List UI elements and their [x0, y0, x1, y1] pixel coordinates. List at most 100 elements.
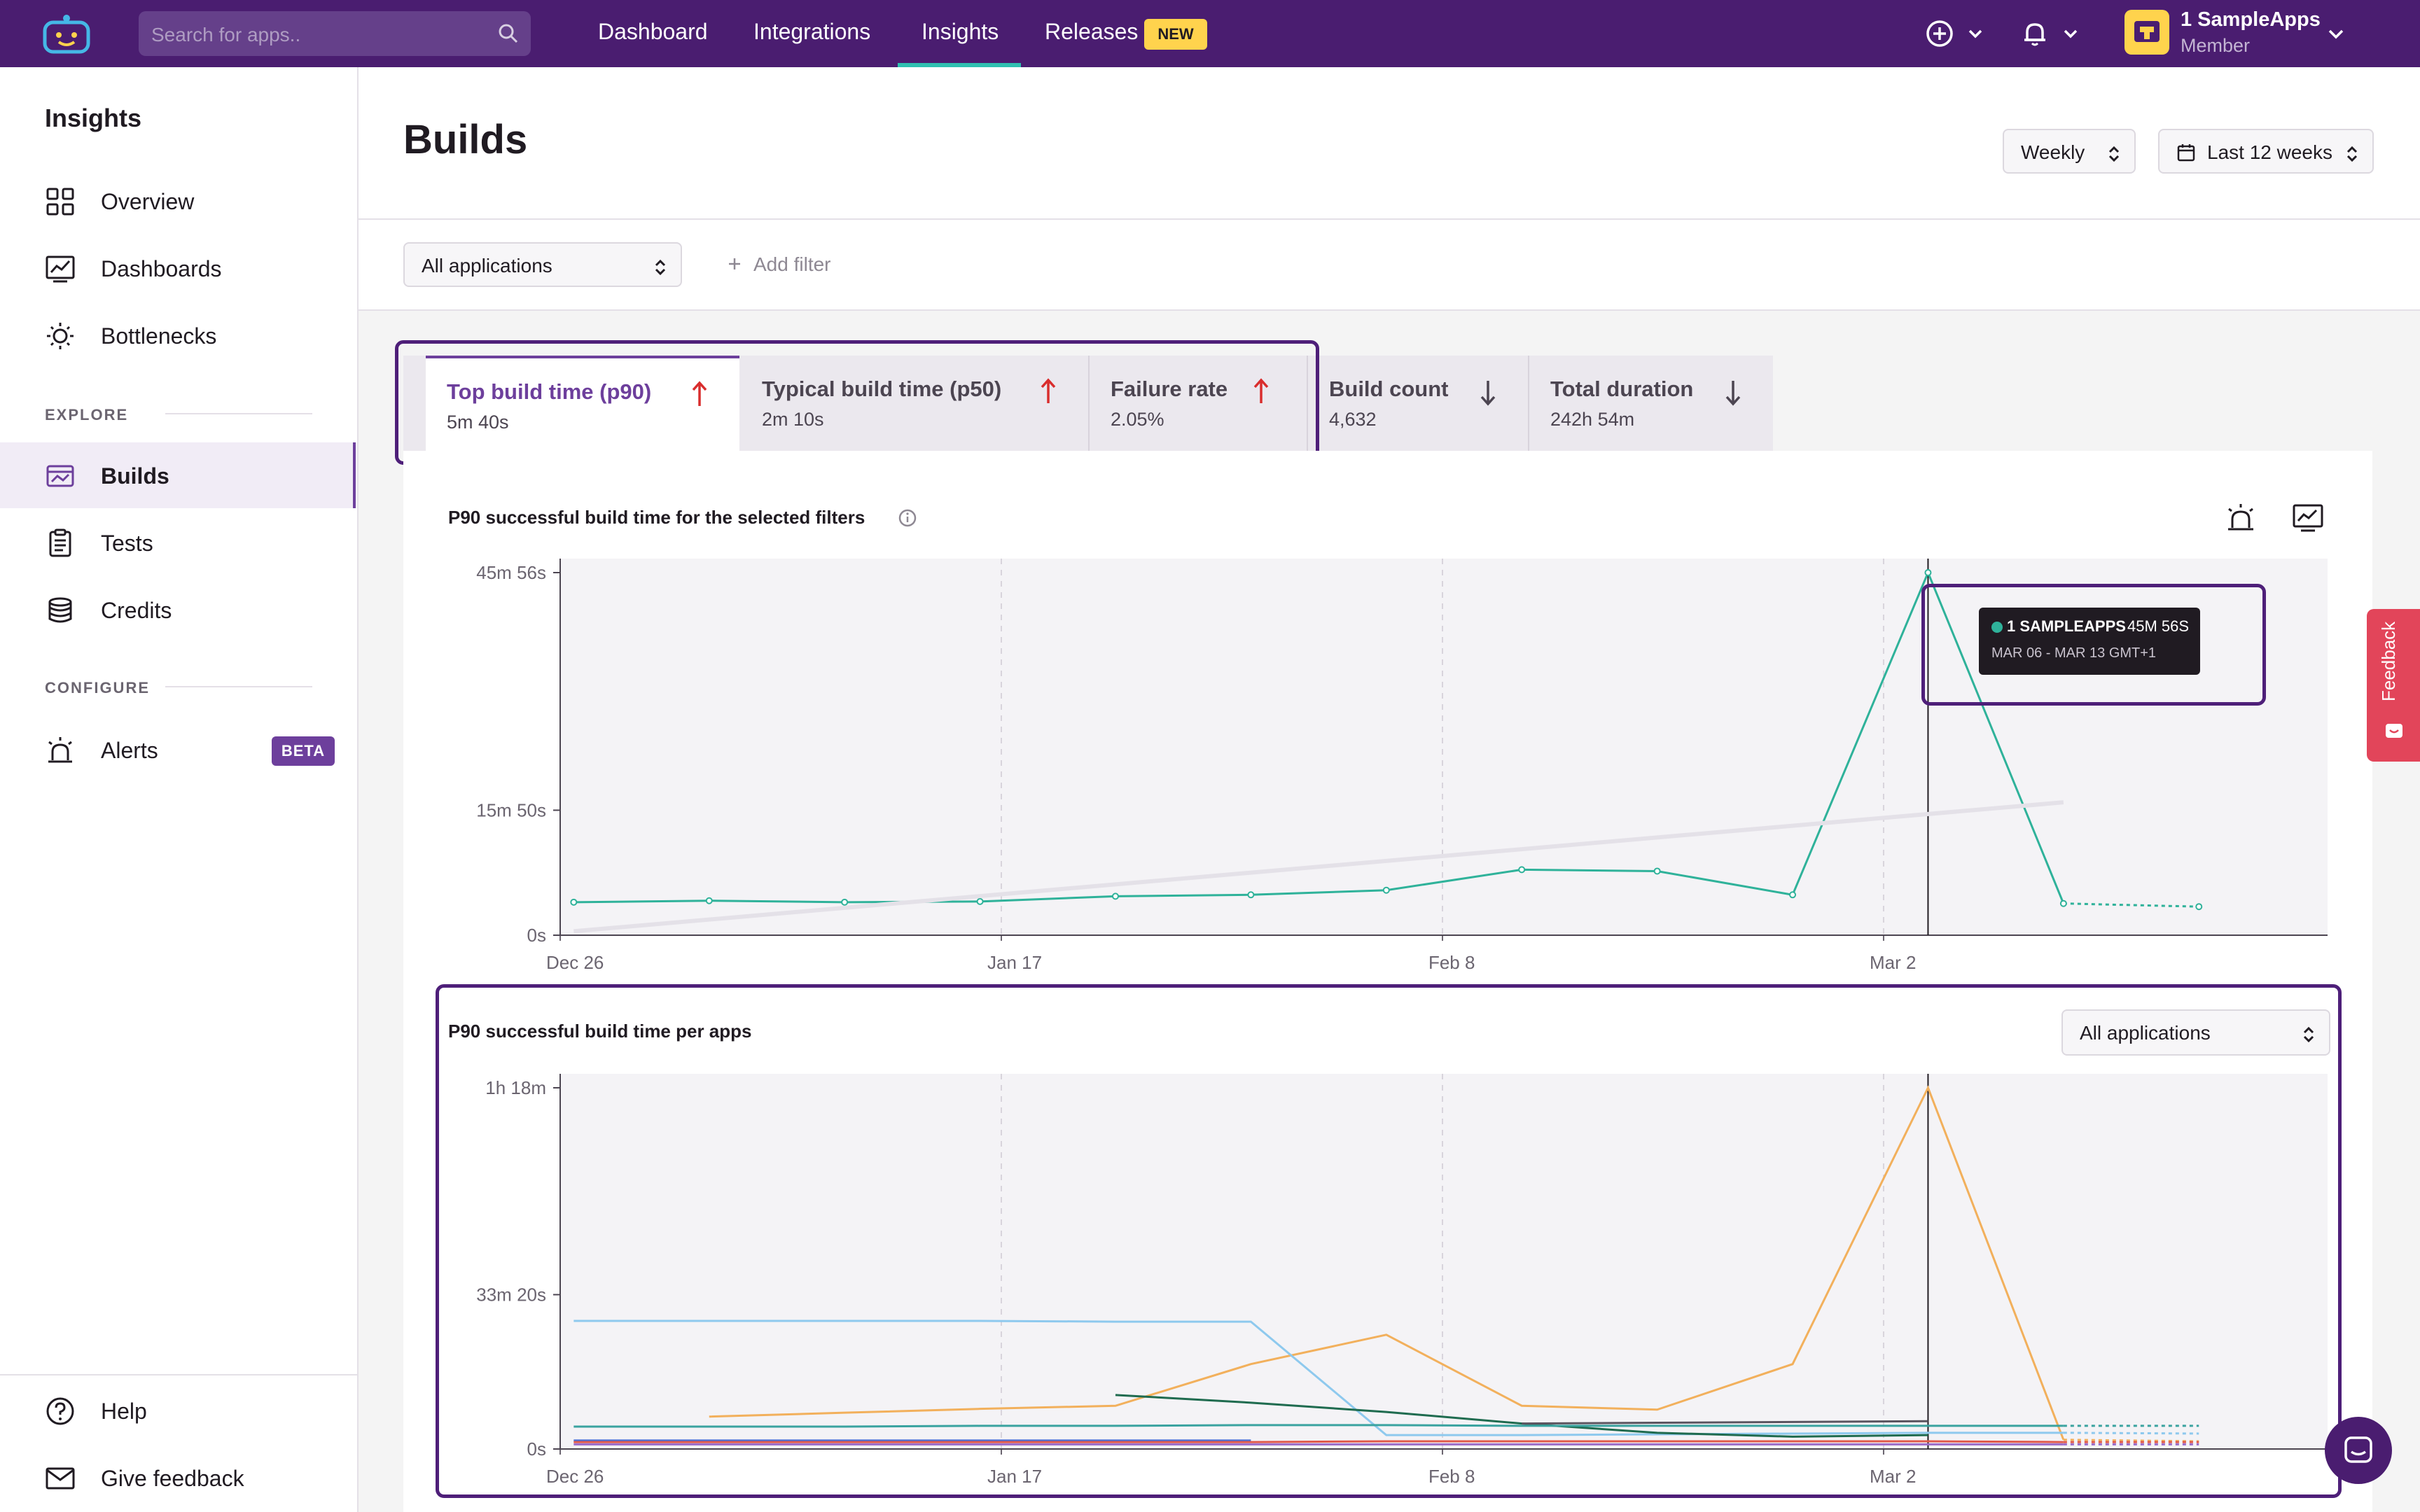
alert-siren-icon[interactable] [2224, 501, 2258, 535]
sidebar-item-overview[interactable]: Overview [0, 168, 356, 234]
data-point [2059, 899, 2067, 907]
beta-badge: BETA [272, 736, 335, 766]
series-line [573, 1320, 2064, 1436]
sidebar-item-help[interactable]: Help [0, 1378, 356, 1443]
calendar-icon [2177, 144, 2195, 162]
section-label-explore: EXPLORE [45, 406, 129, 424]
sidebar-item-tests[interactable]: Tests [0, 510, 356, 575]
nav-insights[interactable]: Insights [922, 19, 999, 44]
data-point [1924, 569, 1932, 576]
sidebar-item-label: Dashboards [101, 256, 222, 281]
tab-top-build-time[interactable]: Top build time (p90) 5m 40s [426, 356, 739, 451]
tab-failure-rate[interactable]: Failure rate 2.05% [1090, 356, 1307, 451]
tab-title: Total duration [1550, 377, 1694, 401]
tooltip-series-dot [1991, 622, 2003, 633]
sidebar-item-label: Builds [101, 463, 169, 489]
bulb-icon [47, 323, 74, 349]
data-point [2195, 903, 2203, 911]
sidebar-item-give-feedback[interactable]: Give feedback [0, 1445, 356, 1511]
add-chevron-down-icon[interactable] [1965, 18, 1986, 49]
series-line [573, 1424, 2064, 1428]
page-title: Builds [403, 117, 528, 162]
add-filter-button[interactable]: Add filter [753, 253, 831, 275]
bell-icon[interactable] [2019, 18, 2050, 49]
x-tick-label: Jan 17 [987, 1466, 1042, 1487]
data-point [705, 897, 713, 904]
sidebar-item-dashboards[interactable]: Dashboards [0, 235, 356, 301]
search-placeholder: Search for apps.. [151, 24, 301, 46]
chart2-line-chart[interactable]: Dec 26 Jan 17 Feb 8 Mar 2 0s 33m 20s 1h 18m [403, 1050, 2372, 1498]
date-range-select[interactable]: Last 12 weeks [2158, 129, 2374, 174]
interval-select[interactable]: Weekly [2003, 129, 2136, 174]
nav-integrations[interactable]: Integrations [753, 19, 871, 44]
series-projection [2063, 902, 2199, 908]
sidebar-item-label: Tests [101, 531, 153, 556]
interval-select-value: Weekly [2021, 141, 2085, 163]
x-tick-label: Feb 8 [1428, 952, 1475, 973]
sidebar-item-label: Help [101, 1399, 147, 1424]
sidebar-item-label: Credits [101, 598, 172, 623]
chart2-application-select-value: All applications [2080, 1022, 2211, 1044]
tab-title: Failure rate [1111, 377, 1228, 401]
trend-down-arrow-icon [1725, 381, 1741, 406]
info-icon[interactable] [898, 508, 917, 528]
clipboard-icon [49, 528, 71, 557]
grid-icon [46, 188, 74, 216]
chart-line-icon [46, 255, 75, 283]
chart-tooltip: 1 SAMPLEAPPS 45M 56S MAR 06 - MAR 13 GMT… [1979, 608, 2200, 675]
x-tick-label: Feb 8 [1428, 1466, 1475, 1487]
bitrise-logo-icon[interactable] [42, 13, 91, 55]
section-divider [165, 686, 312, 687]
application-filter-select[interactable]: All applications [403, 242, 682, 287]
sidebar-bottom-divider [0, 1374, 357, 1376]
data-point [1111, 892, 1119, 900]
sidebar-item-alerts[interactable]: Alerts [0, 717, 356, 783]
chart1-line-chart[interactable]: Dec 26 Jan 17 Feb 8 Mar 2 0s 15m 50s 45m 56s [403, 532, 2372, 980]
feedback-tab-label: Feedback [2378, 621, 2399, 701]
select-caret-icon [2108, 146, 2120, 162]
feedback-side-tab[interactable]: Feedback [2367, 609, 2420, 762]
data-point [570, 898, 578, 906]
tab-build-count[interactable]: Build count 4,632 [1308, 356, 1528, 451]
active-nav-indicator [898, 63, 1021, 67]
select-caret-icon [2303, 1026, 2314, 1043]
nav-releases[interactable]: Releases [1045, 19, 1139, 44]
builds-icon [46, 465, 74, 487]
data-point [841, 898, 849, 906]
data-point [1653, 867, 1661, 875]
tab-title: Top build time (p90) [447, 379, 652, 404]
data-point [1382, 886, 1390, 894]
sidebar-item-credits[interactable]: Credits [0, 577, 356, 643]
application-filter-value: All applications [422, 255, 552, 276]
new-badge: NEW [1144, 19, 1207, 50]
trend-up-arrow-icon [1041, 378, 1056, 403]
series-line [709, 1085, 2065, 1441]
tab-total-duration[interactable]: Total duration 242h 54m [1529, 356, 1773, 451]
tab-title: Build count [1329, 377, 1449, 401]
sidebar [0, 67, 359, 1512]
chat-button[interactable] [2325, 1417, 2392, 1484]
bell-chevron-down-icon[interactable] [2060, 18, 2081, 49]
add-icon[interactable] [1924, 18, 1955, 49]
account-name[interactable]: 1 SampleApps [2181, 8, 2321, 31]
avatar[interactable] [2125, 10, 2169, 55]
account-role: Member [2181, 35, 2251, 56]
series-line [573, 570, 2065, 904]
chat-icon [2344, 1436, 2372, 1463]
add-to-dashboard-icon[interactable] [2291, 501, 2325, 535]
search-icon [499, 24, 518, 43]
plus-icon[interactable] [725, 255, 744, 273]
search-input[interactable]: Search for apps.. [139, 11, 531, 56]
sidebar-item-label: Alerts [101, 738, 158, 763]
x-tick-label: Dec 26 [546, 1466, 604, 1487]
account-chevron-down-icon[interactable] [2323, 18, 2349, 49]
sidebar-item-bottlenecks[interactable]: Bottlenecks [0, 302, 356, 368]
section-divider [165, 413, 312, 414]
chart2-application-select[interactable]: All applications [2061, 1009, 2330, 1056]
tab-typical-build-time[interactable]: Typical build time (p50) 2m 10s [741, 356, 1088, 451]
series-line [573, 1440, 2064, 1443]
select-caret-icon [655, 259, 666, 276]
help-icon [46, 1397, 74, 1425]
sidebar-item-builds[interactable]: Builds [0, 442, 356, 508]
nav-dashboard[interactable]: Dashboard [598, 19, 708, 44]
